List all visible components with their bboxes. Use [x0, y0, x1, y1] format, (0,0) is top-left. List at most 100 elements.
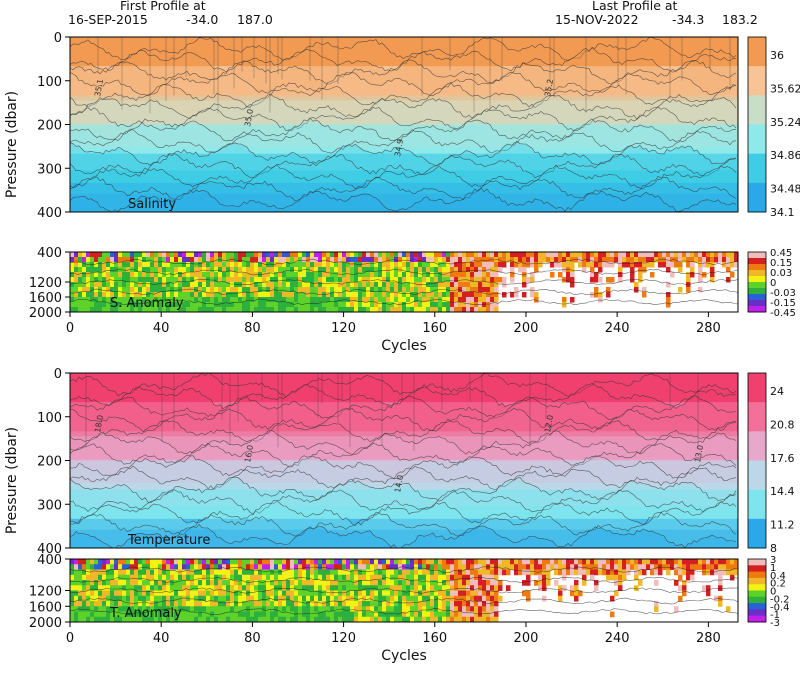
- anomaly-cell: [198, 616, 203, 622]
- anomaly-cell: [178, 282, 183, 288]
- anomaly-cell: [182, 252, 187, 258]
- anomaly-cell: [286, 559, 291, 565]
- x-tick-label: 160: [422, 321, 447, 336]
- anomaly-cell: [338, 564, 343, 570]
- anomaly-cell: [150, 595, 155, 602]
- anomaly-cell: [490, 297, 495, 303]
- anomaly-cell: [150, 277, 155, 283]
- anomaly-cell: [498, 559, 503, 565]
- anomaly-cell: [90, 252, 95, 258]
- colorbar-swatch: [748, 402, 766, 432]
- anomaly-cell: [334, 252, 339, 258]
- anomaly-cell: [202, 307, 207, 312]
- anomaly-cell: [566, 257, 571, 263]
- anomaly-cell: [454, 307, 459, 312]
- anomaly-cell: [78, 590, 83, 597]
- anomaly-cell: [82, 262, 87, 268]
- anomaly-cell: [98, 262, 103, 268]
- anomaly-cell: [618, 569, 623, 576]
- anomaly-cell: [146, 580, 151, 586]
- anomaly-cell: [402, 307, 407, 312]
- anomaly-cell: [526, 559, 531, 565]
- anomaly-cell: [230, 569, 235, 576]
- anomaly-cell: [662, 559, 667, 565]
- anomaly-cell: [506, 564, 511, 570]
- anomaly-cell: [82, 564, 87, 570]
- anomaly-cell: [658, 252, 663, 258]
- anomaly-cell: [434, 267, 439, 273]
- anomaly-cell: [346, 292, 351, 298]
- anomaly-cell: [142, 606, 147, 612]
- anomaly-cell: [338, 292, 343, 298]
- colorbar-swatch: [748, 565, 766, 573]
- anomaly-cell: [274, 606, 279, 612]
- anomaly-cell: [330, 580, 335, 586]
- anomaly-cell: [482, 282, 487, 288]
- anomaly-cell: [106, 272, 111, 278]
- anomaly-cell: [470, 569, 475, 576]
- anomaly-cell: [322, 590, 327, 597]
- anomaly-cell: [710, 262, 715, 268]
- anomaly-cell: [222, 297, 227, 303]
- anomaly-cell: [438, 606, 443, 612]
- anomaly-cell: [90, 287, 95, 293]
- anomaly-cell: [434, 272, 439, 278]
- anomaly-cell: [466, 580, 471, 586]
- anomaly-cell: [138, 606, 143, 612]
- anomaly-cell: [646, 252, 651, 258]
- anomaly-cell: [238, 601, 243, 607]
- panel-plot-area: [70, 252, 738, 312]
- anomaly-cell: [666, 302, 671, 308]
- anomaly-cell: [178, 616, 183, 622]
- anomaly-cell: [218, 277, 223, 283]
- anomaly-cell: [190, 287, 195, 293]
- anomaly-cell: [426, 307, 431, 312]
- anomaly-cell: [158, 292, 163, 298]
- anomaly-cell: [438, 616, 443, 622]
- anomaly-cell: [446, 302, 451, 308]
- anomaly-cell: [158, 585, 163, 591]
- anomaly-cell: [342, 287, 347, 293]
- anomaly-cell: [454, 272, 459, 278]
- anomaly-cell: [434, 302, 439, 308]
- anomaly-cell: [246, 574, 251, 581]
- anomaly-cell: [446, 590, 451, 597]
- anomaly-cell: [602, 559, 607, 565]
- anomaly-cell: [182, 590, 187, 597]
- anomaly-cell: [302, 616, 307, 622]
- anomaly-cell: [430, 282, 435, 288]
- anomaly-cell: [154, 302, 159, 308]
- anomaly-cell: [342, 272, 347, 278]
- anomaly-cell: [690, 564, 695, 570]
- anomaly-cell: [90, 574, 95, 581]
- anomaly-cell: [206, 574, 211, 581]
- anomaly-cell: [122, 574, 127, 581]
- anomaly-cell: [246, 262, 251, 268]
- anomaly-cell: [254, 574, 259, 581]
- anomaly-cell: [706, 262, 711, 268]
- anomaly-cell: [338, 307, 343, 312]
- colorbar-swatch: [748, 431, 766, 461]
- anomaly-cell: [418, 616, 423, 622]
- anomaly-cell: [538, 585, 543, 591]
- y-tick-label: 400: [37, 246, 62, 261]
- anomaly-cell: [378, 580, 383, 586]
- anomaly-cell: [310, 307, 315, 312]
- anomaly-cell: [454, 302, 459, 308]
- anomaly-cell: [166, 585, 171, 591]
- anomaly-cell: [146, 262, 151, 268]
- anomaly-cell: [458, 302, 463, 308]
- anomaly-cell: [406, 302, 411, 308]
- anomaly-cell: [306, 569, 311, 576]
- anomaly-cell: [170, 574, 175, 581]
- anomaly-cell: [486, 282, 491, 288]
- anomaly-cell: [466, 262, 471, 268]
- anomaly-cell: [462, 302, 467, 308]
- anomaly-cell: [382, 574, 387, 581]
- anomaly-cell: [734, 257, 738, 263]
- anomaly-cell: [386, 287, 391, 293]
- anomaly-cell: [98, 580, 103, 586]
- y-axis-title: Pressure (dbar): [4, 91, 20, 198]
- anomaly-cell: [226, 267, 231, 273]
